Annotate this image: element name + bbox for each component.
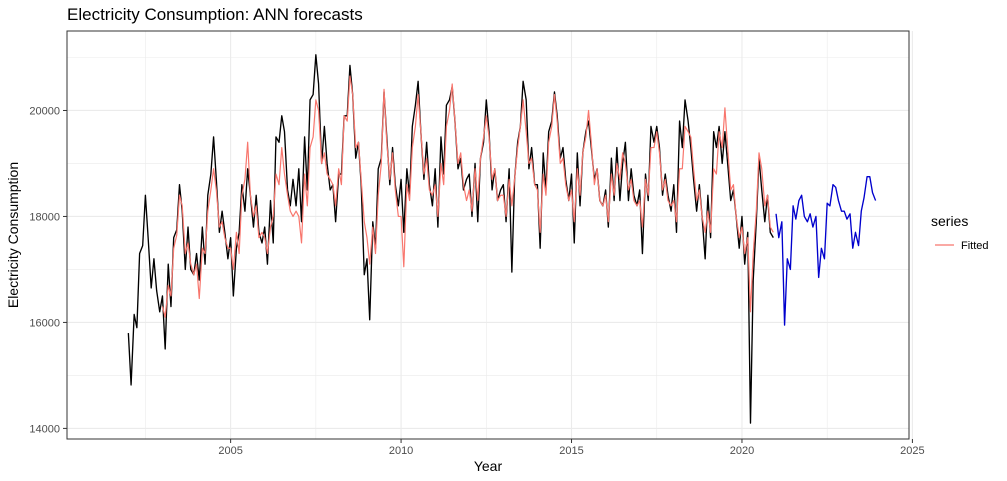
- y-axis-title: Electricity Consumption: [5, 162, 21, 308]
- series-line-fitted: [161, 75, 774, 318]
- chart-title: Electricity Consumption: ANN forecasts: [67, 5, 363, 24]
- x-tick-label: 2025: [900, 445, 924, 457]
- legend-label-fitted: Fitted: [961, 240, 989, 252]
- legend-title: series: [931, 213, 968, 229]
- x-tick-label: 2010: [389, 445, 413, 457]
- plot-panel: [66, 30, 913, 440]
- x-axis: 2005 2010 2015 2020 2025: [218, 439, 925, 457]
- y-tick-label: 16000: [29, 317, 60, 329]
- panel-background: [67, 31, 909, 439]
- grid-major: [67, 31, 913, 439]
- panel-border: [66, 30, 910, 440]
- legend: series Fitted: [931, 213, 989, 252]
- x-axis-title: Year: [474, 458, 503, 474]
- series-line-forecast: [775, 176, 877, 326]
- x-tick-label: 2020: [730, 445, 754, 457]
- series-layer: [127, 54, 877, 424]
- x-tick-label: 2015: [559, 445, 583, 457]
- y-tick-label: 18000: [29, 211, 60, 223]
- grid-minor: [67, 31, 909, 439]
- y-tick-label: 14000: [29, 423, 60, 435]
- y-axis: 14000 16000 18000 20000: [29, 105, 67, 435]
- x-tick-label: 2005: [218, 445, 242, 457]
- y-tick-label: 20000: [29, 105, 60, 117]
